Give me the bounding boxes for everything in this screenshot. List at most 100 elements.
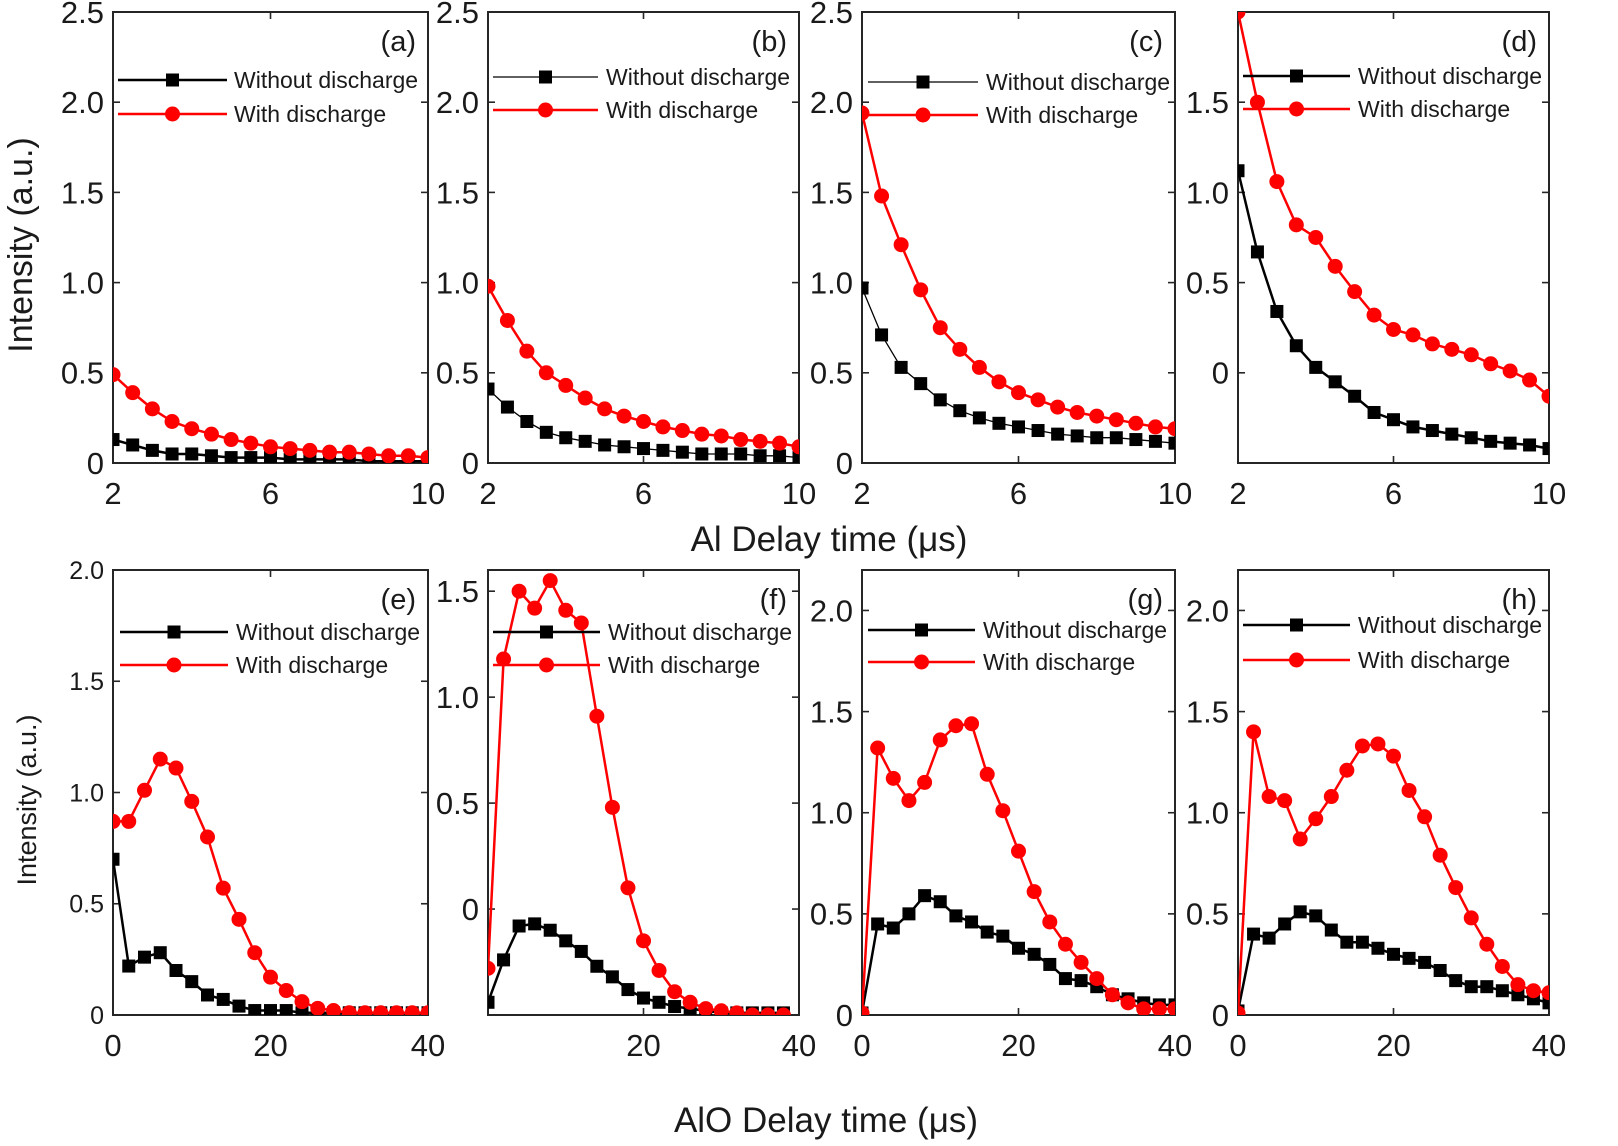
data-point-circle: [558, 377, 574, 393]
y-tick-label: 1.0: [810, 265, 853, 300]
legend-label: With discharge: [986, 102, 1138, 128]
data-point-square: [122, 959, 136, 973]
data-point-square: [539, 425, 553, 439]
y-tick-label: 0.5: [1186, 897, 1229, 932]
x-tick-label: 0: [853, 1028, 870, 1063]
data-point-circle: [263, 439, 278, 455]
data-point-square: [1090, 431, 1104, 445]
y-tick-label: 1.5: [810, 175, 853, 210]
y-tick-label: 2.0: [61, 85, 104, 120]
data-point-square: [559, 431, 573, 445]
data-point-circle: [901, 793, 917, 809]
data-point-square: [138, 950, 151, 964]
data-point-circle: [589, 708, 605, 724]
legend-label: With discharge: [1358, 96, 1510, 122]
y-tick-label: 1.5: [1186, 85, 1229, 120]
data-point-square: [264, 451, 277, 463]
legend-marker-circle: [1289, 101, 1304, 117]
data-point-circle: [1424, 336, 1440, 352]
data-point-square: [965, 915, 979, 929]
y-tick-label: 0.5: [436, 786, 479, 821]
plot-area: [113, 751, 428, 1015]
data-point-square: [902, 907, 916, 921]
data-point-square: [871, 917, 885, 931]
data-point-circle: [729, 1005, 745, 1015]
chart-panel: 2 6 10 0 0.5 1.0 1.5 2.0 2.5 Without discharge Wit…: [61, 0, 445, 511]
x-tick-label: 6: [1010, 476, 1027, 511]
panel-label: (d): [1502, 26, 1537, 58]
data-point-square: [980, 925, 994, 939]
data-point-circle: [357, 1005, 373, 1015]
data-point-square: [528, 917, 542, 931]
data-point-circle: [932, 732, 948, 748]
data-point-square: [886, 921, 900, 935]
data-point-circle: [760, 1007, 776, 1015]
data-point-circle: [488, 278, 496, 294]
data-point-square: [520, 415, 534, 429]
series-line-without-discharge: [862, 287, 1175, 444]
data-point-circle: [616, 408, 632, 424]
legend-label: With discharge: [1358, 647, 1510, 673]
data-point-circle: [152, 751, 168, 767]
data-point-circle: [322, 444, 338, 460]
y-tick-label: 2.5: [436, 0, 479, 30]
panel-label: (h): [1502, 584, 1537, 616]
data-point-circle: [113, 813, 121, 829]
data-point-circle: [952, 341, 968, 357]
y-tick-label: 2.5: [61, 0, 104, 30]
chart-panel: 0 20 40 0 0.5 1.0 1.5 2.0 Without discharge With …: [1186, 569, 1566, 1063]
data-point-circle: [1030, 392, 1046, 408]
data-point-circle: [1308, 230, 1324, 245]
y-tick-label: 1.5: [436, 175, 479, 210]
data-point-square: [1402, 951, 1416, 965]
data-point-circle: [979, 766, 995, 782]
data-point-circle: [137, 782, 152, 798]
data-point-circle: [125, 385, 141, 401]
data-point-square: [1425, 424, 1439, 438]
data-point-square: [949, 909, 963, 923]
legend-label: Without discharge: [234, 67, 418, 93]
data-point-square: [153, 946, 167, 960]
y-tick-label: 0: [87, 446, 104, 481]
y-tick-label: 0: [90, 1002, 104, 1030]
y-tick-label: 1.0: [1186, 796, 1229, 831]
data-point-square: [283, 452, 297, 463]
data-point-square: [488, 995, 495, 1009]
x-tick-label: 0: [1229, 1028, 1246, 1063]
data-point-square: [1484, 434, 1498, 448]
data-point-circle: [885, 770, 901, 786]
data-point-circle: [651, 963, 667, 978]
data-point-square: [621, 983, 635, 997]
data-point-square: [1250, 245, 1264, 259]
panel-label: (f): [760, 584, 787, 616]
data-point-circle: [1147, 419, 1163, 435]
x-tick-label: 10: [1532, 476, 1566, 511]
data-point-square: [1074, 974, 1088, 988]
data-point-circle: [1104, 987, 1120, 1003]
data-point-square: [113, 852, 120, 866]
data-point-circle: [326, 1003, 341, 1015]
data-point-circle: [361, 446, 377, 462]
data-point-square: [1445, 427, 1459, 441]
data-point-square: [1309, 909, 1323, 923]
data-point-circle: [991, 374, 1007, 390]
data-point-circle: [121, 813, 137, 829]
data-point-circle: [1323, 789, 1339, 805]
plot-area: [488, 278, 799, 463]
y-tick-label: 1.5: [1186, 694, 1229, 729]
legend-marker-circle: [166, 657, 182, 673]
data-point-square: [1449, 974, 1463, 988]
legend-marker-circle: [914, 654, 929, 670]
data-point-square: [113, 433, 120, 447]
data-point-circle: [1073, 954, 1089, 970]
data-point-square: [1464, 980, 1478, 994]
data-point-square: [637, 442, 650, 456]
data-point-circle: [964, 716, 980, 732]
data-point-circle: [1483, 356, 1499, 372]
data-point-square: [126, 438, 140, 452]
data-point-square: [169, 964, 183, 977]
data-point-square: [668, 1000, 682, 1014]
data-point-square: [918, 889, 932, 903]
data-point-circle: [420, 450, 428, 463]
data-point-circle: [1463, 347, 1479, 363]
